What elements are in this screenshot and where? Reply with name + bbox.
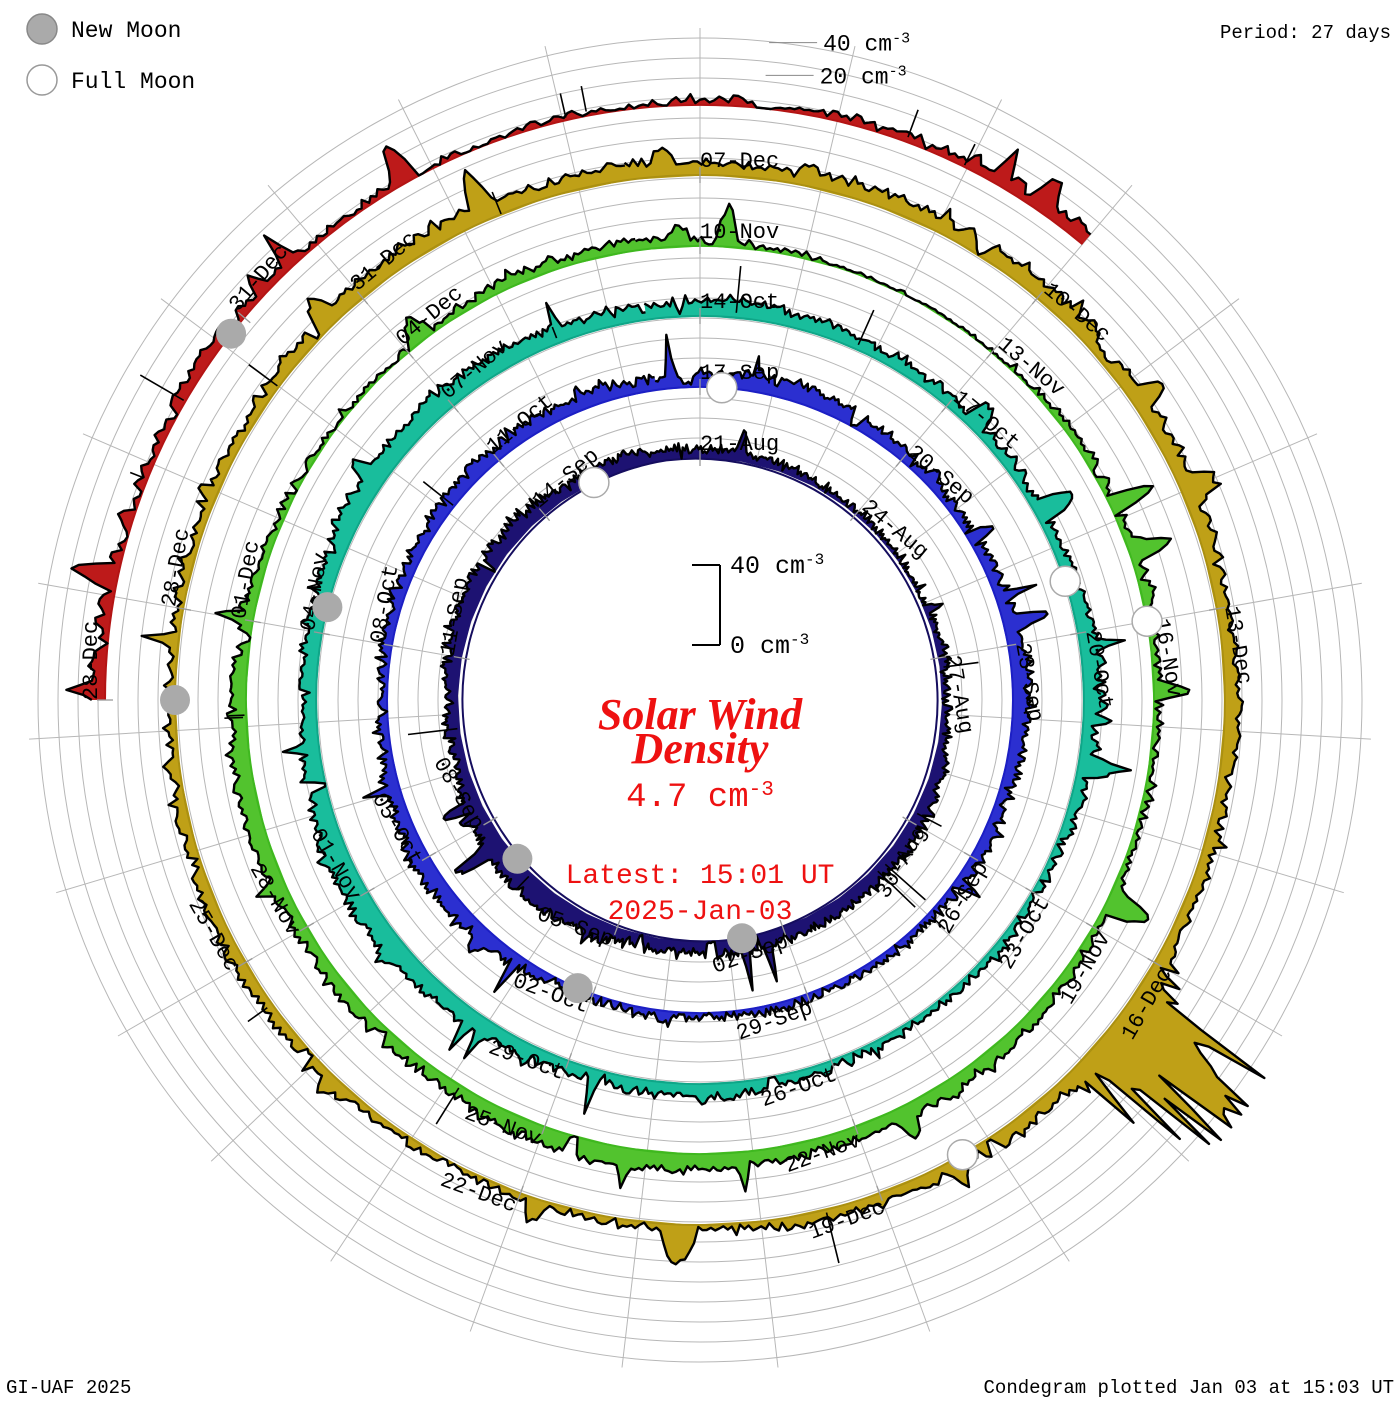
svg-text:14-Oct: 14-Oct	[700, 290, 779, 315]
svg-text:New Moon: New Moon	[71, 18, 181, 44]
svg-text:Latest: 15:01 UT: Latest: 15:01 UT	[566, 861, 835, 892]
svg-text:Density: Density	[631, 724, 769, 773]
svg-text:Full Moon: Full Moon	[71, 69, 195, 95]
svg-text:28-Dec: 28-Dec	[79, 621, 104, 700]
svg-text:Condegram plotted Jan 03 at 15: Condegram plotted Jan 03 at 15:03 UT	[984, 1377, 1394, 1399]
svg-text:Period: 27 days: Period: 27 days	[1220, 22, 1391, 44]
svg-text:2025-Jan-03: 2025-Jan-03	[608, 897, 793, 928]
svg-text:21-Aug: 21-Aug	[700, 432, 779, 457]
svg-text:07-Dec: 07-Dec	[700, 149, 779, 174]
svg-text:10-Nov: 10-Nov	[700, 220, 779, 245]
svg-text:GI-UAF 2025: GI-UAF 2025	[6, 1377, 131, 1399]
